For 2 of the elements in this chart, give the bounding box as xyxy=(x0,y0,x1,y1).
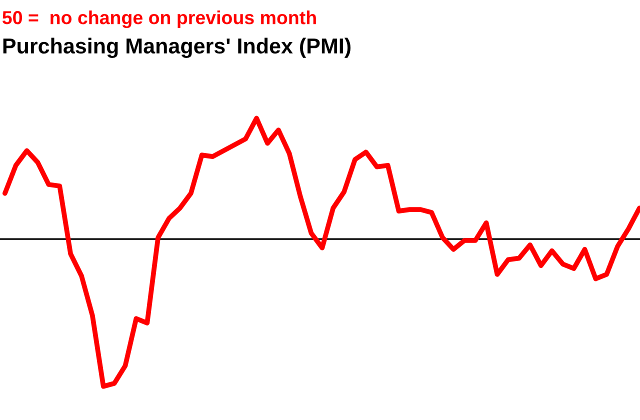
chart-title: Purchasing Managers' Index (PMI) xyxy=(3,38,350,58)
chart-subtitle: 50 = no change on previous month xyxy=(2,10,316,28)
